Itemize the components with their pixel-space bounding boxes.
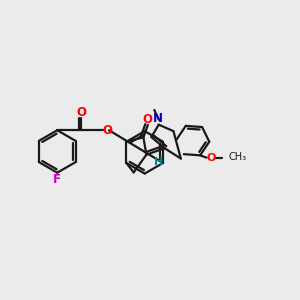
Text: O: O <box>76 106 86 119</box>
Text: F: F <box>53 172 61 186</box>
Text: O: O <box>207 153 216 163</box>
Text: H: H <box>154 157 164 167</box>
Text: O: O <box>143 113 153 126</box>
Text: CH₃: CH₃ <box>229 152 247 162</box>
Text: N: N <box>153 112 163 125</box>
Text: O: O <box>103 124 112 137</box>
